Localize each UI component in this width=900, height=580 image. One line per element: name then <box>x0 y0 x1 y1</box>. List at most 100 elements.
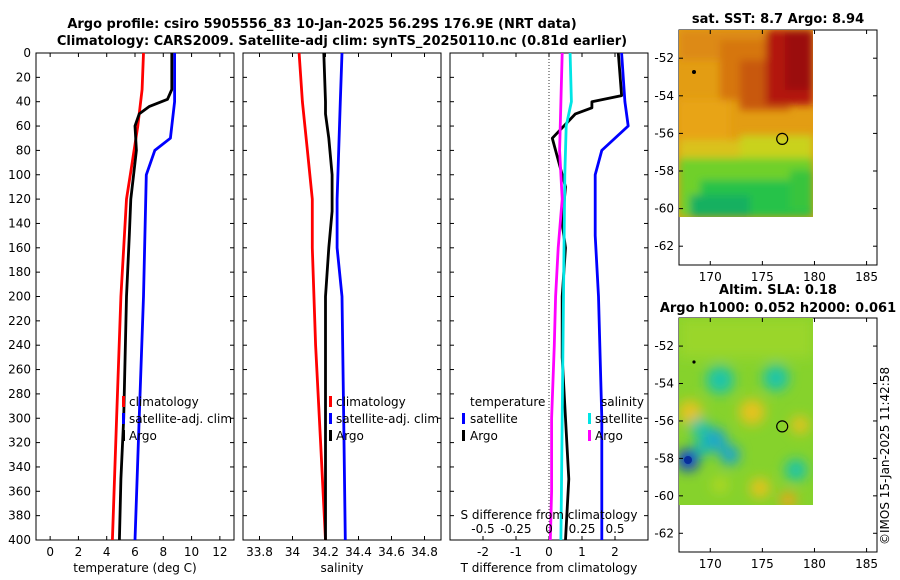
salinity-legend: climatology satellite-adj. clim Argo <box>329 395 439 443</box>
lat-tick-label: -54 <box>654 377 674 391</box>
sla-map-axes: 170 175 180 185 -52 -54 -56 -58 -60 -62 <box>654 318 878 571</box>
depth-tick-label: 160 <box>8 241 31 255</box>
x-tick-label: 1 <box>578 545 586 559</box>
depth-tick-label: 60 <box>16 119 31 133</box>
lon-tick-label: 175 <box>751 270 774 284</box>
lat-tick-label: -56 <box>654 126 674 140</box>
depth-tick-label: 200 <box>8 290 31 304</box>
salinity-depth-ticks <box>243 52 441 541</box>
series-line-temperature-satellite <box>593 52 630 540</box>
legend-swatch-s-satellite <box>588 413 591 424</box>
x-tick-label: 4 <box>103 545 111 559</box>
temperature-panel: 0204060801001201401601802002202402602803… <box>8 46 235 575</box>
sla-map-panel: Altim. SLA: 0.18 Argo h1000: 0.052 h2000… <box>654 283 896 571</box>
difference-series <box>548 52 630 541</box>
depth-tick-label: 280 <box>8 387 31 401</box>
lon-tick-label: 185 <box>855 270 878 284</box>
legend-swatch-climatology <box>122 396 125 407</box>
x-tick-label: 34.8 <box>411 545 438 559</box>
x-tick-label: 8 <box>159 545 167 559</box>
depth-tick-label: 20 <box>16 70 31 84</box>
depth-tick-label: 400 <box>8 533 31 547</box>
s-tick-label: -0.5 <box>471 522 494 536</box>
lat-tick-label: -56 <box>654 414 674 428</box>
legend-argo: Argo <box>129 429 157 443</box>
legend-title-salinity: salinity <box>601 395 644 409</box>
series-line-salinity-satellite <box>559 52 573 541</box>
x-tick-label: 0 <box>545 545 553 559</box>
depth-tick-label: 40 <box>16 95 31 109</box>
legend-t-satellite: satellite <box>470 412 518 426</box>
x-tick-label: 34.2 <box>312 545 339 559</box>
legend-satellite: satellite-adj. clim <box>336 412 439 426</box>
series-line-argo <box>118 53 174 541</box>
x-tick-label: 33.8 <box>246 545 273 559</box>
legend-title-temperature: temperature <box>470 395 545 409</box>
land-spot <box>692 360 696 364</box>
legend-s-argo: Argo <box>595 429 623 443</box>
depth-tick-label: 260 <box>8 363 31 377</box>
series-line-satellite-adj-clim <box>133 53 177 541</box>
s-tick-label: -0.25 <box>500 522 531 536</box>
depth-tick-label: 220 <box>8 314 31 328</box>
sst-map-panel: sat. SST: 8.7 Argo: 8.94 170 175 180 185 -52… <box>654 12 878 284</box>
legend-argo: Argo <box>336 429 364 443</box>
series-line-argo <box>322 52 334 540</box>
legend-s-satellite: satellite <box>595 412 643 426</box>
sla-map-title-line-1: Altim. SLA: 0.18 <box>719 283 837 298</box>
series-line-climatology <box>297 52 327 541</box>
depth-axis: 0 20 40 60 80 100 120 140 160 180 200 220 240 260 280 3… <box>8 46 234 547</box>
temperature-series <box>111 52 177 541</box>
sla-field <box>679 318 813 505</box>
lat-tick-label: -54 <box>654 89 674 103</box>
s-tick-label: 0.25 <box>569 522 596 536</box>
lat-tick-label: -52 <box>654 339 674 353</box>
x-tick-label: 0 <box>46 545 54 559</box>
legend-swatch-t-argo <box>462 430 465 441</box>
title-line-1: Argo profile: csiro 5905556_83 10-Jan-20… <box>67 17 576 32</box>
x-tick-label: 34.4 <box>345 545 372 559</box>
sst-map-axes: 170 175 180 185 -52 -54 -56 -58 -60 -62 <box>654 30 878 284</box>
x-tick-label: -1 <box>510 545 522 559</box>
depth-tick-label: 80 <box>16 143 31 157</box>
argo-position-marker <box>776 132 789 145</box>
salinity-series <box>297 52 347 541</box>
depth-tick-label: 240 <box>8 338 31 352</box>
lat-tick-label: -58 <box>654 451 674 465</box>
lon-tick-label: 185 <box>855 557 878 571</box>
x-tick-label: 34.6 <box>378 545 405 559</box>
temperature-xlabel: temperature (deg C) <box>73 561 196 575</box>
s-difference-ticks: -0.5 -0.25 0 0.25 0.5 <box>471 522 624 536</box>
land-spot <box>692 70 696 74</box>
watermark: ©IMOS 15-Jan-2025 11:42:58 <box>878 367 892 545</box>
depth-tick-label: 0 <box>23 46 31 60</box>
temperature-x-axis: 0 2 4 6 8 10 12 <box>46 53 227 559</box>
difference-legend-temperature: temperature satellite Argo <box>462 395 545 443</box>
lon-tick-label: 170 <box>699 270 722 284</box>
lat-tick-label: -62 <box>654 526 674 540</box>
lon-tick-label: 180 <box>803 557 826 571</box>
difference-legend-salinity: salinity satellite Argo <box>588 395 644 443</box>
lat-tick-label: -60 <box>654 489 674 503</box>
legend-swatch-climatology <box>329 396 332 407</box>
legend-swatch-argo <box>329 430 332 441</box>
depth-tick-label: 380 <box>8 509 31 523</box>
depth-tick-label: 100 <box>8 168 31 182</box>
depth-tick-label: 360 <box>8 484 31 498</box>
depth-tick-label: 140 <box>8 216 31 230</box>
legend-climatology: climatology <box>129 395 199 409</box>
s-tick-label: 0.5 <box>605 522 624 536</box>
x-tick-label: 2 <box>75 545 83 559</box>
depth-tick-label: 120 <box>8 192 31 206</box>
lat-tick-label: -52 <box>654 51 674 65</box>
legend-swatch-s-argo <box>588 430 591 441</box>
depth-tick-label: 180 <box>8 265 31 279</box>
depth-tick-label: 320 <box>8 436 31 450</box>
lat-tick-label: -60 <box>654 202 674 216</box>
title-line-2: Climatology: CARS2009. Satellite-adj cli… <box>57 34 627 49</box>
sla-map-title-line-2: Argo h1000: 0.052 h2000: 0.061 <box>660 301 896 316</box>
x-tick-label: 10 <box>184 545 199 559</box>
series-line-salinity-argo <box>548 52 564 541</box>
difference-depth-ticks <box>450 52 648 541</box>
difference-x-axis: -2 -1 0 1 2 <box>477 53 619 559</box>
